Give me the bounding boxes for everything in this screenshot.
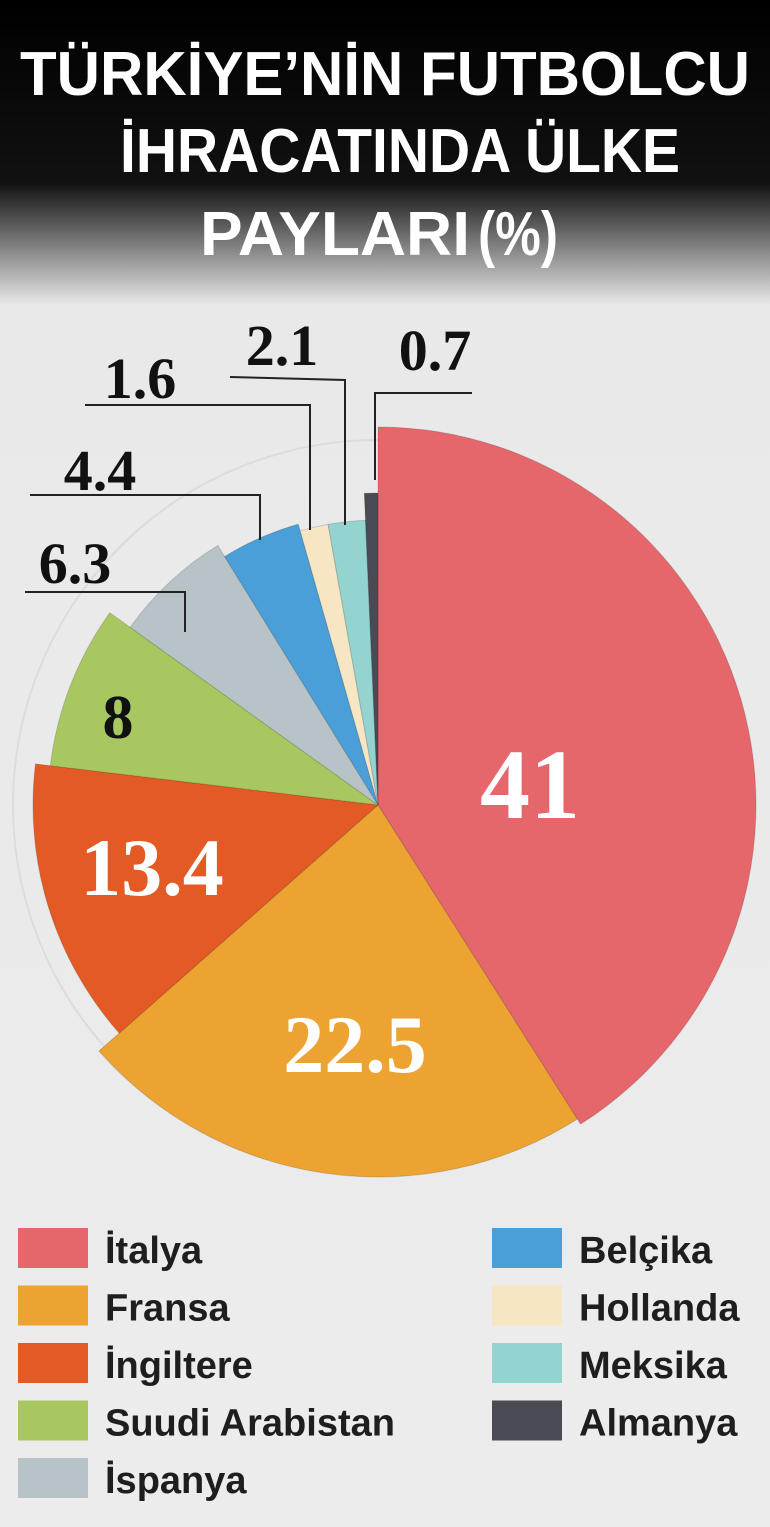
chart-title-line: TÜRKİYE’NİN FUTBOLCU (20, 40, 750, 109)
legend-swatch (492, 1400, 562, 1441)
legend-label: Fransa (105, 1288, 230, 1330)
leader-line (30, 494, 261, 540)
legend-swatch (492, 1228, 562, 1268)
leader-line (25, 591, 186, 632)
legend-label: Almanya (579, 1403, 738, 1445)
legend-swatch (492, 1343, 562, 1383)
legend-swatch (18, 1228, 88, 1268)
legend-swatch (18, 1400, 88, 1441)
chart-unit: (%) (478, 200, 558, 269)
data-label: 41 (480, 729, 580, 840)
pie-slice (327, 519, 379, 806)
pie-slice (98, 804, 579, 1178)
data-label: 22.5 (283, 999, 427, 1090)
pie-slice (32, 763, 380, 1034)
legend-label: İspanya (105, 1460, 247, 1502)
chart-title-line: PAYLARI (200, 200, 470, 269)
pie-slice (363, 492, 379, 806)
legend-swatch (492, 1285, 562, 1326)
pie-slice (129, 544, 379, 806)
legend-label: İngiltere (105, 1345, 253, 1387)
data-label: 1.6 (104, 346, 177, 411)
legend-label: Belçika (579, 1230, 713, 1272)
data-label: 2.1 (246, 313, 319, 378)
legend-swatch (18, 1343, 88, 1383)
data-label: 8 (103, 684, 134, 752)
pie-slice (299, 523, 379, 806)
legend-label: İtalya (105, 1230, 203, 1272)
chart-title-line: İHRACATINDA ÜLKE (120, 117, 680, 186)
pie-slice (49, 612, 379, 806)
pie-slice (377, 426, 757, 1125)
data-label: 0.7 (399, 318, 472, 383)
legend-label: Suudi Arabistan (105, 1403, 395, 1445)
leader-line (229, 376, 346, 525)
legend-label: Hollanda (579, 1288, 740, 1330)
data-label: 13.4 (80, 822, 224, 913)
data-label: 4.4 (64, 438, 137, 503)
legend-swatch (18, 1285, 88, 1326)
leader-line (85, 404, 311, 530)
leader-line (374, 392, 472, 480)
legend-swatch (18, 1458, 88, 1498)
legend-label: Meksika (579, 1345, 728, 1387)
data-label: 6.3 (39, 531, 112, 596)
